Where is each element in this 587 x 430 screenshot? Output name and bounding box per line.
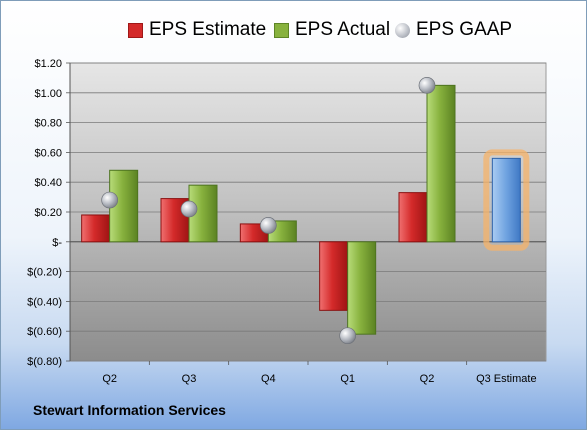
legend-label-eps-estimate: EPS Estimate	[149, 19, 267, 40]
legend-item-eps-estimate: EPS Estimate	[128, 15, 266, 45]
marker-eps-gaap	[418, 76, 436, 94]
marker-eps-gaap	[101, 191, 119, 209]
y-tick-label: $0.20	[34, 207, 62, 219]
y-tick-label: $1.20	[34, 58, 62, 70]
legend-item-eps-gaap: EPS GAAP	[395, 15, 512, 45]
legend-marker-eps-gaap	[395, 22, 410, 38]
marker-eps-gaap	[180, 200, 198, 218]
y-tick-label: $0.80	[34, 118, 62, 130]
bar-eps-actual	[426, 84, 456, 243]
x-tick-label: Q2	[420, 373, 435, 385]
legend-label-eps-actual: EPS Actual	[295, 19, 391, 40]
marker-eps-gaap	[339, 327, 357, 345]
legend-marker-eps-actual	[274, 22, 289, 38]
legend-item-eps-actual: EPS Actual	[274, 15, 390, 45]
company-name: Stewart Information Services	[33, 402, 226, 418]
legend: EPS Estimate EPS Actual EPS GAAP	[1, 15, 586, 45]
bar-q3-estimate	[491, 157, 521, 243]
y-tick-label: $(0.80)	[27, 356, 62, 368]
bar-eps-estimate	[398, 192, 428, 243]
y-tick-label: $(0.60)	[27, 326, 62, 338]
y-tick-label: $0.60	[34, 147, 62, 159]
estimate-highlight	[483, 149, 530, 251]
x-tick-label: Q3 Estimate	[476, 373, 537, 385]
legend-label-eps-gaap: EPS GAAP	[416, 19, 513, 40]
x-tick-label: Q3	[182, 373, 197, 385]
marker-eps-gaap	[259, 217, 277, 234]
bar-eps-actual	[109, 169, 139, 243]
y-tick-label: $(0.20)	[27, 267, 62, 279]
y-tick-label: $1.00	[34, 88, 62, 100]
x-tick-label: Q2	[102, 373, 117, 385]
x-tick-label: Q1	[340, 373, 355, 385]
legend-marker-eps-estimate	[128, 22, 143, 38]
y-tick-label: $0.40	[34, 177, 62, 189]
y-tick-label: $(0.40)	[27, 296, 62, 308]
y-tick-label: $-	[52, 237, 62, 249]
bar-eps-estimate	[81, 214, 111, 243]
x-tick-label: Q4	[261, 373, 276, 385]
bar-eps-estimate	[160, 198, 190, 243]
bar-eps-actual	[347, 241, 377, 335]
bar-eps-estimate	[319, 241, 349, 311]
